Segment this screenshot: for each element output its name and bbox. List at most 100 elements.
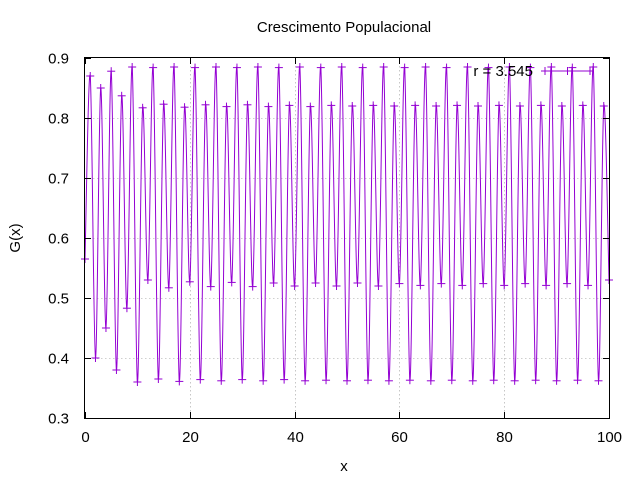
data-point <box>536 101 545 110</box>
data-point <box>589 63 598 71</box>
x-tick-label: 80 <box>496 429 513 446</box>
data-point <box>458 281 467 290</box>
data-point <box>212 63 220 71</box>
data-point <box>311 279 320 287</box>
legend-marker <box>541 67 549 75</box>
data-point <box>138 103 147 112</box>
data-point <box>411 101 420 110</box>
legend-marker <box>586 67 594 75</box>
data-point <box>526 63 535 72</box>
data-point <box>594 376 603 385</box>
data-point <box>468 376 477 385</box>
data-point <box>122 304 131 313</box>
data-point <box>96 84 105 92</box>
data-point <box>384 376 393 385</box>
data-point <box>159 100 168 109</box>
data-point <box>101 324 110 332</box>
y-tick-label: 0.7 <box>48 171 69 188</box>
plot-frame <box>84 57 610 419</box>
data-point <box>494 101 503 110</box>
data-point <box>269 279 278 287</box>
data-point <box>112 366 121 374</box>
data-point <box>248 282 257 291</box>
data-point <box>185 277 194 286</box>
data-point <box>295 63 304 71</box>
data-point <box>405 376 414 385</box>
data-point <box>259 376 268 385</box>
data-point <box>447 376 456 385</box>
series-layer <box>81 63 613 386</box>
data-point <box>170 63 179 71</box>
data-point <box>557 102 566 110</box>
data-point <box>332 282 341 290</box>
data-point <box>542 281 551 290</box>
data-point <box>432 102 441 110</box>
y-tick-label: 0.3 <box>48 411 69 428</box>
data-point <box>416 281 425 290</box>
data-point <box>348 102 357 110</box>
legend-marker <box>563 67 572 75</box>
data-point <box>337 63 346 71</box>
data-point <box>515 102 524 110</box>
data-point <box>500 281 509 290</box>
data-point <box>306 102 315 111</box>
data-point <box>316 63 325 72</box>
data-point <box>91 354 100 362</box>
data-point <box>280 375 289 384</box>
data-point <box>484 63 493 72</box>
data-point <box>584 281 593 290</box>
data-point <box>175 377 184 386</box>
data-point <box>521 279 530 288</box>
data-point <box>552 376 561 385</box>
data-point <box>374 282 383 290</box>
data-point <box>191 63 200 72</box>
grid <box>85 58 609 418</box>
data-point <box>358 63 367 72</box>
data-point <box>578 101 587 110</box>
ticks: 0 20 40 60 80 100 0.3 0.4 0.5 0.6 0.7 0.8 0.9 <box>48 51 622 447</box>
legend: r = 3.545 <box>473 63 594 80</box>
y-tick-label: 0.6 <box>48 231 69 248</box>
chart-title: Crescimento Populacional <box>257 19 431 36</box>
data-point <box>274 63 283 72</box>
data-point <box>149 63 158 72</box>
data-point <box>442 63 451 72</box>
data-point <box>426 376 435 385</box>
x-tick-label: 40 <box>287 429 304 446</box>
data-point <box>264 102 273 111</box>
data-point <box>327 101 336 110</box>
data-point <box>290 282 299 290</box>
data-point <box>196 375 205 384</box>
y-tick-label: 0.8 <box>48 111 69 128</box>
data-point <box>301 376 310 385</box>
data-point <box>390 102 399 110</box>
data-point <box>573 376 582 385</box>
data-point <box>510 376 519 385</box>
data-point <box>154 375 163 383</box>
data-point <box>343 376 351 385</box>
data-point <box>243 100 252 109</box>
data-point <box>128 63 137 71</box>
x-tick-label: 0 <box>81 429 89 446</box>
data-point <box>363 376 372 385</box>
data-point <box>437 279 446 288</box>
data-point <box>201 100 210 109</box>
data-point <box>117 91 126 100</box>
data-point <box>379 63 388 71</box>
data-point <box>217 376 226 385</box>
data-point <box>453 101 462 110</box>
data-point <box>253 63 262 71</box>
data-point <box>133 378 142 386</box>
data-point <box>227 278 236 287</box>
data-point <box>164 283 173 292</box>
data-point <box>489 376 498 385</box>
data-point <box>463 63 472 71</box>
data-point <box>369 101 378 110</box>
data-point <box>206 282 215 291</box>
data-point <box>531 376 540 385</box>
data-point <box>599 102 608 110</box>
series-line <box>84 66 610 383</box>
x-axis-label: x <box>340 458 348 475</box>
y-tick-label: 0.9 <box>48 51 69 68</box>
